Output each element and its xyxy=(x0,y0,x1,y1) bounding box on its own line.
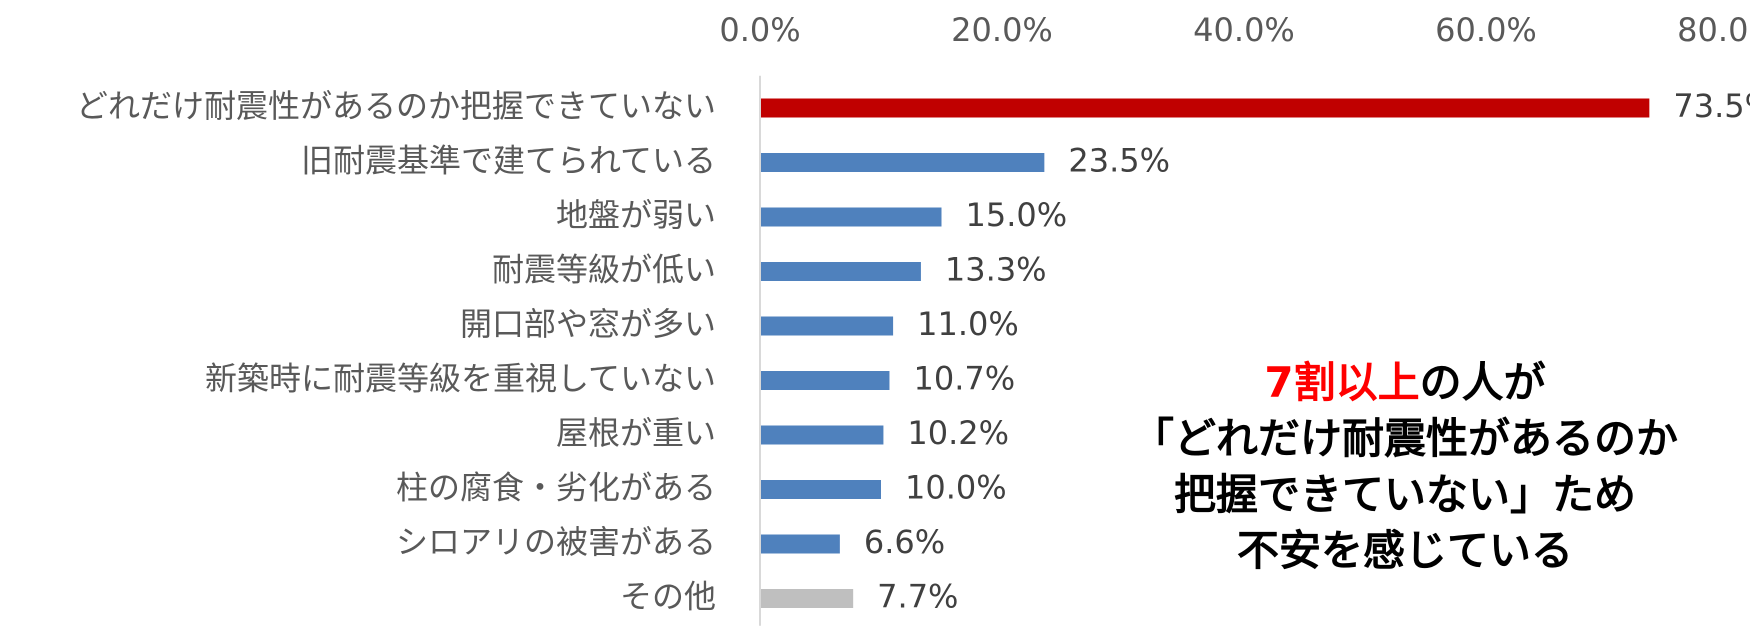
x-tick-label: 40.0% xyxy=(1193,11,1295,49)
data-label: 15.0% xyxy=(966,196,1068,234)
category-label: 地盤が弱い xyxy=(556,196,716,234)
data-label: 11.0% xyxy=(917,305,1019,343)
category-labels: どれだけ耐震性があるのか把握できていない旧耐震基準で建てられている地盤が弱い耐震… xyxy=(76,87,716,616)
category-label: 柱の腐食・劣化がある xyxy=(396,469,716,507)
annotation-callout: 7割以上の人が 「どれだけ耐震性があるのか 把握できていない」ため 不安を感じて… xyxy=(1085,355,1725,579)
bar xyxy=(761,534,840,554)
bar xyxy=(761,589,854,608)
data-label: 6.6% xyxy=(864,523,945,561)
category-label: どれだけ耐震性があるのか把握できていない xyxy=(76,87,716,125)
category-label: 新築時に耐震等級を重視していない xyxy=(205,360,716,398)
bars xyxy=(761,98,1650,608)
bar xyxy=(761,371,890,390)
data-label: 13.3% xyxy=(945,251,1047,289)
bar xyxy=(761,153,1045,172)
annotation-line-1-rest: の人が xyxy=(1419,358,1546,407)
data-labels: 73.5% 23.5%15.0% 13.3% 11.0% 10.7% 10.2% 10.0%… xyxy=(864,87,1750,616)
category-label: 屋根が重い xyxy=(556,414,716,452)
annotation-line-4: 不安を感じている xyxy=(1236,526,1573,575)
bar xyxy=(761,425,884,445)
x-tick-label: 0.0% xyxy=(719,11,800,49)
data-label: 10.7% xyxy=(913,360,1015,398)
bar xyxy=(761,262,921,281)
x-axis-ticks: 0.0% 20.0% 40.0% 60.0% 80.0% xyxy=(719,11,1750,49)
annotation-line-3: 把握できていない」ため xyxy=(1173,470,1636,519)
annotation-highlight: 7割以上 xyxy=(1264,358,1420,407)
category-label: シロアリの被害がある xyxy=(396,523,716,561)
annotation-line-1: 7割以上の人が xyxy=(1085,355,1725,411)
x-tick-label: 20.0% xyxy=(951,11,1053,49)
bar xyxy=(761,98,1650,118)
category-label: 耐震等級が低い xyxy=(492,251,716,289)
category-label: 開口部や窓が多い xyxy=(460,305,716,343)
data-label: 73.5% xyxy=(1673,87,1750,125)
x-tick-label: 80.0% xyxy=(1677,11,1750,49)
category-label: その他 xyxy=(620,578,716,616)
bar xyxy=(761,207,942,227)
data-label: 7.7% xyxy=(877,578,958,616)
bar xyxy=(761,316,894,336)
data-label: 10.0% xyxy=(905,469,1007,507)
x-tick-label: 60.0% xyxy=(1435,11,1537,49)
category-label: 旧耐震基準で建てられている xyxy=(301,142,716,180)
data-label: 23.5% xyxy=(1068,142,1170,180)
bar xyxy=(761,480,881,499)
annotation-line-2: 「どれだけ耐震性があるのか xyxy=(1131,414,1678,463)
data-label: 10.2% xyxy=(907,414,1009,452)
